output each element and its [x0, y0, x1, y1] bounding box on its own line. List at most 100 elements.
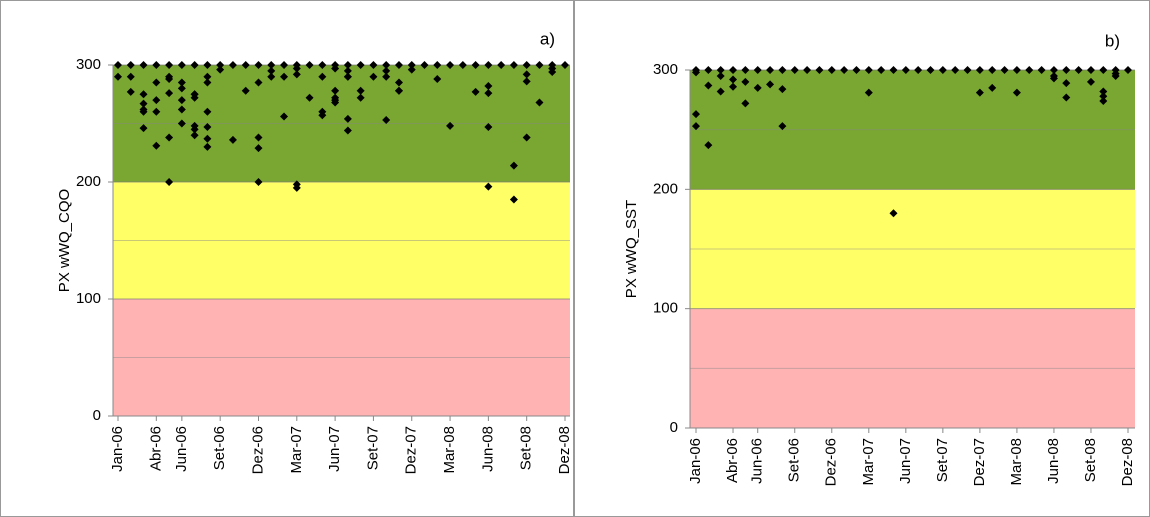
- point: [216, 65, 225, 74]
- x-tick-label: Set-07: [364, 426, 381, 470]
- point: [203, 72, 212, 81]
- point: [484, 182, 493, 191]
- point: [114, 61, 122, 69]
- point: [963, 66, 972, 74]
- y-tick-label: 200: [76, 173, 101, 190]
- point: [1099, 66, 1108, 74]
- point: [716, 87, 725, 96]
- x-tick-label: Dez-07: [403, 426, 420, 474]
- point: [1062, 79, 1071, 88]
- point: [407, 65, 416, 74]
- point: [446, 61, 455, 69]
- point: [692, 122, 700, 131]
- point: [420, 61, 429, 69]
- point: [190, 131, 199, 140]
- y-axis-label: PX wWQ_SST: [623, 200, 640, 298]
- point: [803, 66, 812, 74]
- point: [228, 135, 237, 144]
- point: [152, 78, 161, 87]
- x-tick-label: Jun-07: [897, 438, 914, 484]
- point: [305, 61, 314, 69]
- point: [790, 66, 799, 74]
- point: [126, 72, 135, 81]
- point: [152, 141, 161, 150]
- point: [827, 66, 836, 74]
- x-tick-label: Mar-08: [1008, 438, 1025, 486]
- point: [729, 75, 738, 84]
- point: [356, 61, 365, 69]
- point: [1062, 93, 1071, 102]
- point: [331, 93, 340, 102]
- point: [292, 64, 301, 73]
- point: [318, 61, 327, 69]
- point: [190, 125, 199, 134]
- point: [877, 66, 886, 74]
- point: [741, 77, 750, 86]
- x-tick-label: Dez-08: [1119, 438, 1136, 486]
- point: [1099, 97, 1108, 106]
- panel-label: b): [1105, 31, 1120, 50]
- point: [267, 66, 276, 75]
- point: [509, 61, 518, 69]
- band: [690, 70, 1135, 190]
- y-tick-label: 200: [653, 180, 678, 197]
- point: [139, 124, 148, 133]
- point: [753, 66, 762, 74]
- point: [484, 123, 493, 132]
- point: [561, 61, 569, 69]
- point: [840, 66, 849, 74]
- point: [901, 66, 910, 74]
- x-tick-label: Dez-06: [249, 426, 266, 474]
- point: [753, 83, 762, 92]
- point: [254, 178, 263, 186]
- point: [446, 121, 455, 130]
- point: [343, 126, 352, 135]
- point: [716, 71, 725, 80]
- point: [704, 141, 713, 150]
- point: [975, 66, 984, 74]
- point: [778, 85, 787, 94]
- point: [165, 178, 174, 186]
- point: [382, 61, 391, 69]
- x-tick-label: Jun-08: [479, 426, 496, 472]
- point: [343, 72, 352, 81]
- x-tick-label: Jun-07: [326, 426, 343, 472]
- point: [190, 61, 199, 69]
- y-tick-label: 300: [653, 61, 678, 78]
- x-tick-label: Dez-07: [971, 438, 988, 486]
- point: [165, 133, 174, 142]
- point: [509, 195, 518, 204]
- point: [766, 66, 775, 74]
- point: [1012, 88, 1021, 97]
- point: [292, 70, 301, 79]
- x-tick-label: Mar-08: [441, 426, 458, 474]
- point: [177, 84, 186, 93]
- point: [548, 64, 557, 73]
- point: [165, 89, 174, 98]
- point: [729, 66, 738, 74]
- point: [458, 61, 467, 69]
- x-tick-label: Jan-06: [109, 426, 126, 472]
- point: [343, 114, 352, 123]
- point: [369, 61, 378, 69]
- x-tick-label: Dez-06: [823, 438, 840, 486]
- point: [139, 105, 148, 114]
- point: [343, 61, 352, 69]
- point: [394, 86, 403, 95]
- point: [1111, 71, 1120, 80]
- point: [203, 123, 212, 132]
- point: [741, 66, 750, 74]
- point: [852, 66, 861, 74]
- point: [254, 61, 263, 69]
- x-tick-label: Set-06: [786, 438, 803, 482]
- point: [382, 72, 391, 81]
- point: [889, 209, 898, 218]
- point: [988, 66, 997, 74]
- point: [292, 180, 301, 189]
- point: [152, 107, 161, 116]
- point: [382, 66, 391, 75]
- point: [1062, 66, 1071, 74]
- point: [177, 96, 186, 105]
- point: [729, 82, 738, 91]
